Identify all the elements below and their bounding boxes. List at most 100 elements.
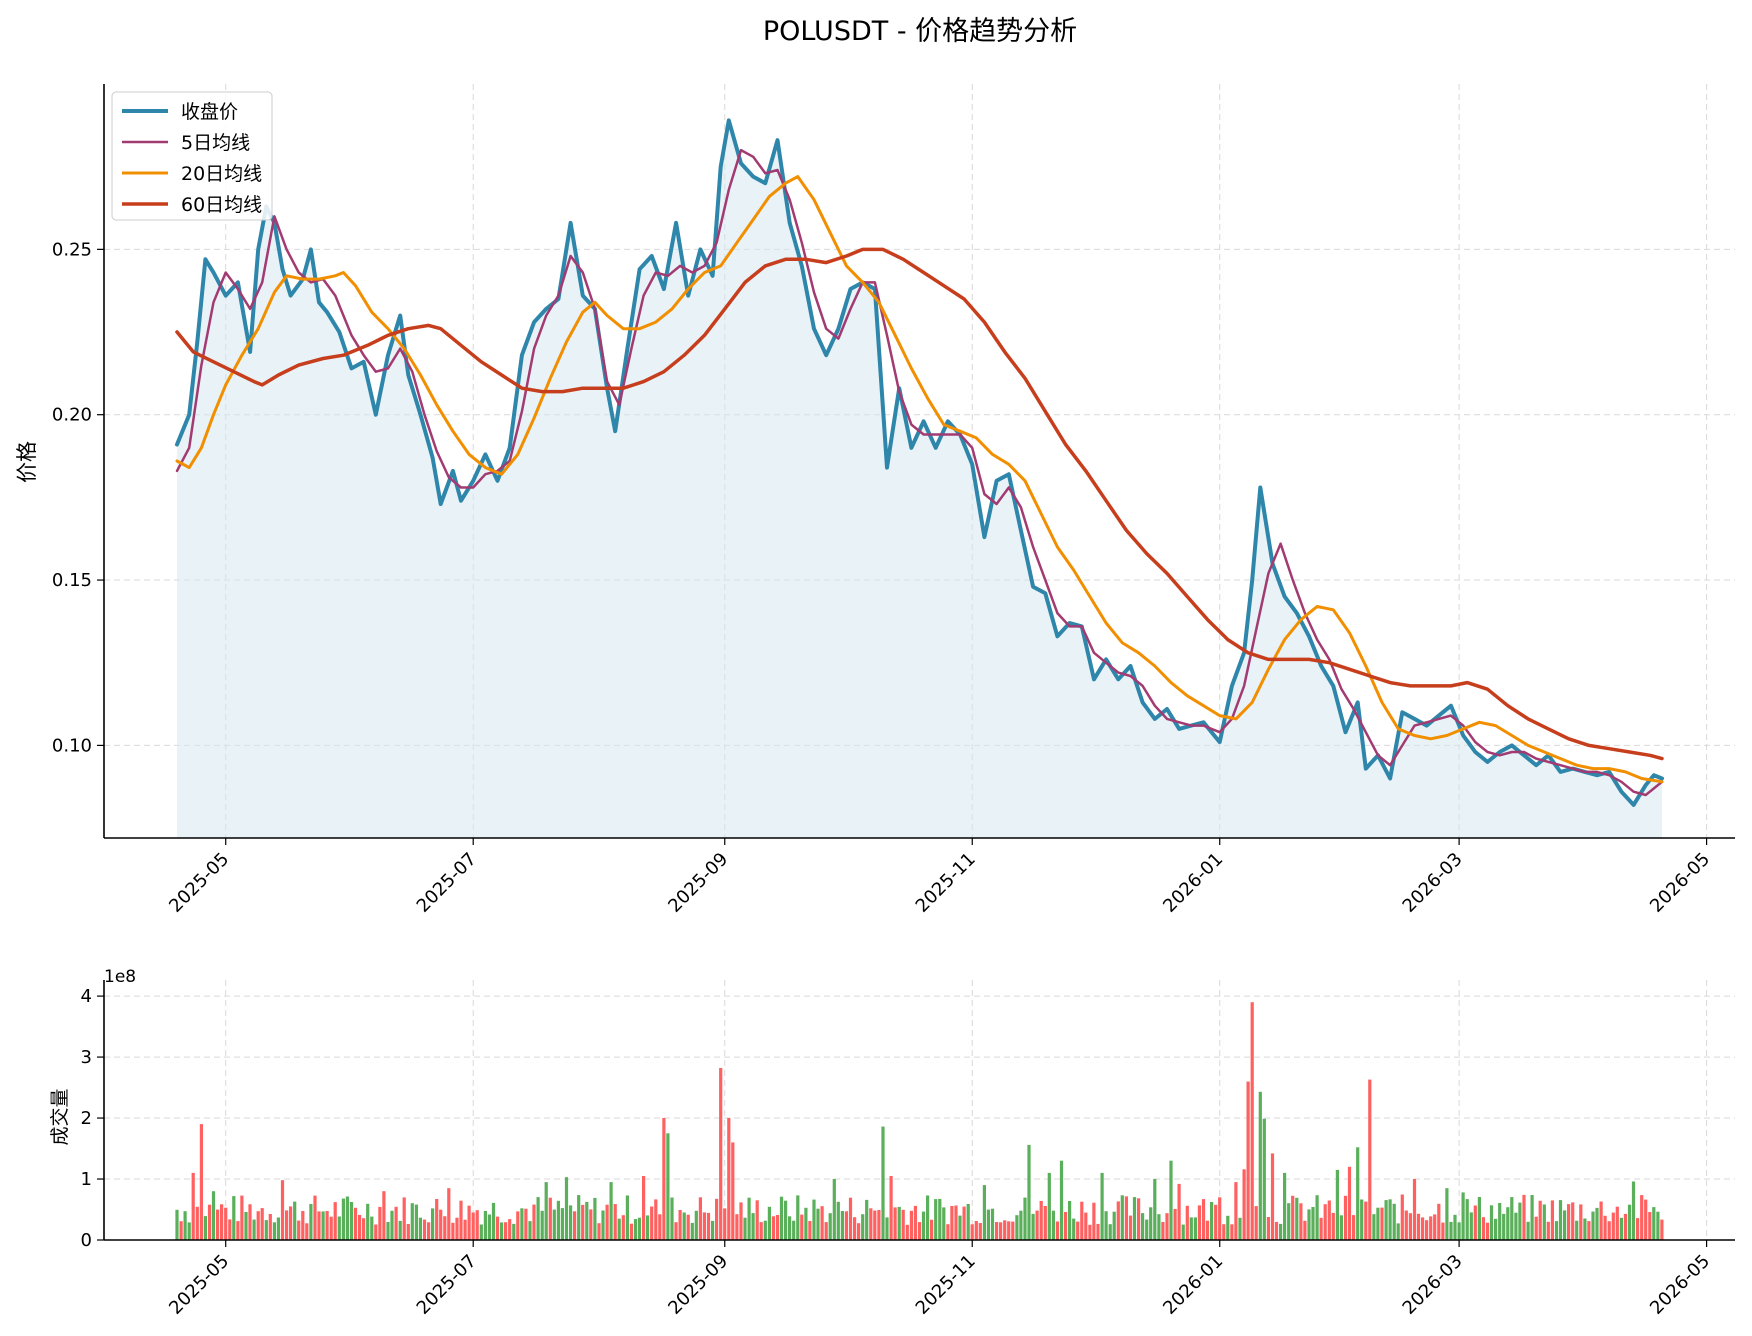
volume-bar: [1319, 1217, 1323, 1240]
volume-bar: [207, 1204, 212, 1240]
volume-bar: [216, 1209, 220, 1240]
volume-bar: [1331, 1212, 1335, 1240]
volume-bar: [1530, 1195, 1534, 1240]
volume-bar: [268, 1214, 272, 1240]
volume-bar: [1384, 1200, 1388, 1240]
volume-x-tick-label: 2026-03: [1399, 1251, 1467, 1319]
volume-bar: [1137, 1198, 1141, 1240]
volume-bar: [1234, 1182, 1238, 1240]
volume-bar: [532, 1204, 536, 1240]
volume-bar: [293, 1201, 297, 1240]
volume-bar: [1489, 1205, 1494, 1240]
volume-bar: [1254, 1206, 1258, 1240]
volume-bar: [601, 1210, 605, 1240]
volume-bar: [1652, 1207, 1656, 1240]
volume-bar: [487, 1214, 491, 1240]
volume-bar: [491, 1202, 496, 1240]
volume-bar: [495, 1216, 500, 1240]
volume-bar: [187, 1222, 191, 1240]
volume-bar: [1161, 1222, 1165, 1240]
volume-bar: [191, 1172, 195, 1240]
volume-bar: [455, 1217, 459, 1240]
volume-bar: [1542, 1204, 1546, 1240]
volume-bar: [893, 1207, 897, 1240]
volume-bar: [1246, 1081, 1250, 1240]
volume-bar: [321, 1211, 325, 1240]
volume-bar: [394, 1206, 398, 1240]
volume-bar: [1080, 1201, 1084, 1240]
volume-bar: [954, 1205, 958, 1240]
volume-bar: [1068, 1201, 1072, 1240]
volume-bar: [986, 1209, 990, 1240]
volume-bar: [1416, 1213, 1421, 1240]
volume-bar: [609, 1182, 613, 1240]
volume-bar: [573, 1211, 577, 1240]
volume-bar: [1218, 1197, 1222, 1240]
volume-bar: [751, 1213, 755, 1240]
volume-bar: [962, 1206, 966, 1240]
volume-bar: [272, 1222, 276, 1240]
volume-bar: [289, 1206, 293, 1240]
volume-bar: [463, 1219, 467, 1240]
volume-bar: [402, 1197, 406, 1240]
volume-bar: [1003, 1220, 1007, 1240]
price-y-axis-label: 价格: [15, 441, 39, 483]
volume-bar: [763, 1220, 767, 1240]
volume-bar: [1299, 1203, 1303, 1240]
volume-bar: [410, 1203, 414, 1240]
volume-bar: [1534, 1216, 1538, 1240]
volume-bar: [1307, 1209, 1311, 1240]
volume-bar: [378, 1206, 382, 1240]
volume-bar: [1128, 1215, 1133, 1240]
volume-bar: [1141, 1213, 1145, 1240]
volume-bar: [820, 1206, 824, 1240]
volume-bar: [337, 1216, 341, 1240]
volume-bar: [1092, 1202, 1096, 1240]
volume-bar: [1165, 1213, 1169, 1240]
volume-bar: [723, 1208, 727, 1240]
volume-bar: [520, 1208, 524, 1240]
volume-bar: [808, 1221, 812, 1240]
volume-bar: [1210, 1202, 1214, 1240]
volume-bar: [1587, 1221, 1591, 1240]
volume-bar: [422, 1219, 427, 1240]
volume-bar: [779, 1196, 784, 1240]
volume-bar: [1205, 1220, 1210, 1240]
volume-bar: [739, 1202, 743, 1240]
volume-bar: [970, 1224, 974, 1240]
volume-bar: [398, 1220, 402, 1240]
volume-bar: [812, 1199, 816, 1240]
volume-bar: [1376, 1207, 1380, 1240]
volume-bar: [678, 1210, 682, 1240]
volume-bar: [211, 1191, 216, 1240]
volume-bar: [1603, 1215, 1607, 1240]
volume-bar: [353, 1207, 358, 1240]
volume-bar: [995, 1222, 999, 1240]
volume-bar: [1287, 1203, 1291, 1240]
volume-bar: [1538, 1200, 1542, 1240]
volume-bar: [1514, 1212, 1518, 1240]
legend-label: 60日均线: [181, 194, 262, 216]
volume-bar: [1412, 1179, 1417, 1240]
volume-bar: [1627, 1204, 1632, 1240]
volume-bar: [775, 1215, 780, 1240]
volume-bar: [694, 1210, 698, 1240]
volume-bar: [1335, 1169, 1339, 1240]
volume-bar: [1315, 1195, 1319, 1240]
volume-bar: [1510, 1197, 1514, 1240]
volume-bar: [1356, 1147, 1360, 1240]
volume-bar: [313, 1195, 317, 1240]
volume-bar: [917, 1222, 922, 1240]
price-lines: [175, 118, 1664, 807]
volume-bar: [885, 1217, 889, 1240]
volume-bar: [1481, 1217, 1485, 1240]
volume-bar: [1084, 1212, 1088, 1240]
volume-bar: [686, 1214, 690, 1240]
volume-bar: [548, 1197, 552, 1240]
volume-bar: [1546, 1221, 1550, 1240]
volume-bar: [767, 1206, 771, 1240]
volume-bar: [276, 1217, 280, 1240]
volume-bar: [1660, 1219, 1664, 1240]
volume-bar: [556, 1200, 560, 1240]
